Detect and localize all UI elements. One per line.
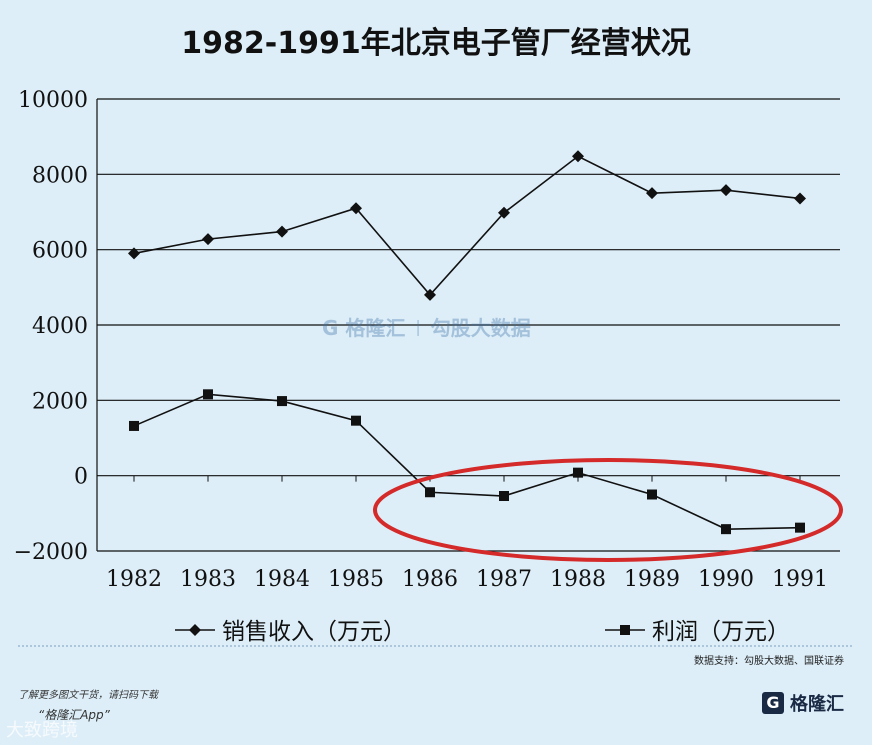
profit-point — [499, 491, 509, 502]
y-tick-label: 4000 — [32, 314, 88, 339]
profit-point — [795, 522, 805, 533]
watermark-divider: | — [415, 317, 421, 336]
line-chart: 10000 8000 6000 4000 2000 0 −2000 1982 1983 1984 1… — [14, 88, 854, 647]
x-tick-label: 1986 — [402, 567, 458, 592]
legend-sales-marker — [189, 624, 201, 636]
sales-point — [794, 192, 806, 205]
sales-point — [572, 150, 584, 163]
sales-point — [128, 247, 140, 260]
sales-line — [133, 155, 801, 297]
footer-hint: 了解更多图文干货，请扫码下载 — [18, 690, 158, 701]
y-tick-label: 6000 — [32, 239, 88, 264]
x-tick-label: 1985 — [328, 567, 384, 592]
legend-profit-marker — [620, 625, 630, 635]
x-tick-label: 1989 — [624, 567, 680, 592]
profit-point — [721, 524, 731, 535]
x-tick-label: 1991 — [772, 567, 828, 592]
brand-name: 格隆汇 — [790, 694, 844, 715]
watermark: G 格隆汇 | 勾股大数据 — [322, 312, 531, 341]
x-tick-label: 1984 — [254, 567, 310, 592]
profit-point — [129, 420, 139, 431]
y-tick-label: −2000 — [14, 540, 88, 565]
x-tick-label: 1988 — [550, 567, 606, 592]
y-tick-label: 2000 — [32, 389, 88, 414]
x-tick-label: 1990 — [698, 567, 754, 592]
sales-point — [424, 288, 436, 301]
y-tick-label: 0 — [74, 465, 88, 490]
sales-point — [498, 206, 510, 219]
brand-mark-icon: G — [762, 692, 784, 714]
watermark-left: G 格隆汇 — [322, 316, 406, 340]
x-tick-label: 1987 — [476, 567, 532, 592]
brand-logo: G 格隆汇 — [762, 690, 844, 716]
profit-point — [277, 396, 287, 407]
profit-point — [647, 489, 657, 500]
y-tick-label: 8000 — [32, 163, 88, 188]
source-note: 数据支持：勾股大数据、国联证券 — [694, 656, 844, 667]
corner-watermark: 大致跨境 — [6, 720, 78, 741]
sales-point — [202, 233, 214, 246]
legend-profit-label: 利润（万元） — [652, 619, 790, 645]
profit-point — [425, 487, 435, 498]
sales-point — [276, 225, 288, 238]
profit-point — [573, 467, 583, 478]
x-tick-label: 1982 — [106, 567, 162, 592]
x-tick-label: 1983 — [180, 567, 236, 592]
chart-title: 1982-1991年北京电子管厂经营状况 — [181, 26, 691, 61]
legend-sales-label: 销售收入（万元） — [222, 619, 406, 645]
profit-point — [351, 415, 361, 426]
highlight-ellipse — [373, 458, 843, 562]
profit-point — [203, 389, 213, 400]
footer-app: “格隆汇App” — [38, 708, 110, 722]
watermark-right: 勾股大数据 — [430, 316, 531, 340]
sales-point — [350, 202, 362, 215]
sales-point — [720, 184, 732, 197]
profit-line — [133, 393, 801, 530]
y-tick-label: 10000 — [18, 88, 88, 113]
sales-point — [646, 187, 658, 200]
